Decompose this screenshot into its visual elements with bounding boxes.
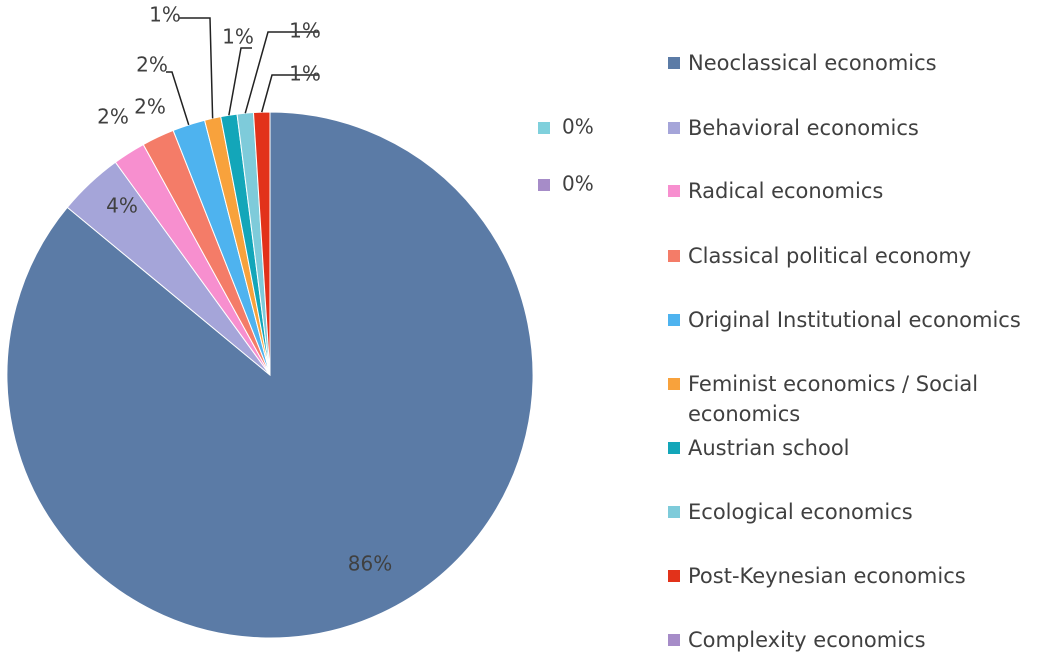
pie-slice	[252, 111, 271, 376]
legend-label: Behavioral economics	[688, 116, 919, 140]
legend-swatch	[668, 506, 680, 518]
legend-swatch	[668, 57, 680, 69]
legend-label: Austrian school	[688, 436, 850, 460]
legend-item: Behavioral economics	[668, 113, 1058, 143]
legend-item: Neoclassical economics	[668, 48, 1058, 78]
legend-item: Ecological economics	[668, 497, 1058, 527]
legend-swatch	[668, 250, 680, 262]
data-label: 0%	[562, 172, 594, 196]
pie-area: 86%4%2% 2%2%1%1% 1%1%0%0%	[6, 3, 594, 639]
legend-label: Post-Keynesian economics	[688, 564, 966, 588]
legend-label: Ecological economics	[688, 500, 913, 524]
legend-swatch	[668, 634, 680, 646]
legend-swatch	[668, 570, 680, 582]
data-label: 86%	[348, 552, 392, 576]
legend-swatch	[668, 442, 680, 454]
legend-label: Radical economics	[688, 179, 884, 203]
legend-label: Neoclassical economics	[688, 51, 937, 75]
legend-item: Classical political economy	[668, 241, 1058, 271]
zero-marker	[538, 179, 550, 191]
legend-item: Austrian school	[668, 433, 1058, 463]
data-label: 2%	[97, 105, 129, 129]
leader-line	[179, 17, 214, 119]
data-label: 2%	[136, 53, 168, 77]
leader-line	[228, 47, 252, 116]
legend-label: Complexity economics	[688, 628, 926, 652]
data-label: 2%	[134, 95, 166, 119]
legend-item: Feminist economics / Social economics	[668, 369, 1058, 429]
legend-swatch	[668, 314, 680, 326]
zero-marker	[538, 122, 550, 134]
legend-label: Original Institutional economics	[688, 308, 1021, 332]
data-label: 0%	[562, 115, 594, 139]
data-label: 1%	[289, 19, 321, 43]
legend-item: Post-Keynesian economics	[668, 561, 1058, 591]
legend-label: Feminist economics / Social economics	[688, 372, 979, 426]
legend-item: Complexity economics	[668, 625, 1058, 654]
data-label: 1%	[222, 25, 254, 49]
leader-line	[166, 71, 190, 126]
leader-line	[244, 31, 319, 114]
data-label: 4%	[106, 194, 138, 218]
legend-swatch	[668, 122, 680, 134]
leader-line	[261, 74, 319, 113]
legend-item: Original Institutional economics	[668, 305, 1058, 335]
legend-item: Radical economics	[668, 176, 1058, 206]
data-label: 1%	[289, 62, 321, 86]
data-label: 1%	[149, 3, 181, 27]
legend-swatch	[668, 185, 680, 197]
legend-swatch	[668, 378, 680, 390]
legend-label: Classical political economy	[688, 244, 972, 268]
